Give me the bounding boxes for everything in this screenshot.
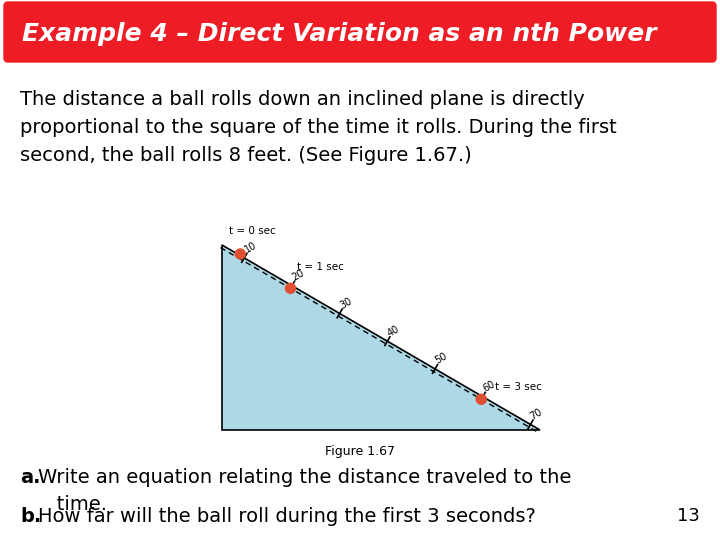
Text: 20: 20 [290, 268, 306, 283]
Text: t = 0 sec: t = 0 sec [229, 226, 276, 236]
Text: 13: 13 [677, 507, 700, 525]
Circle shape [285, 284, 295, 293]
Text: Write an equation relating the distance traveled to the
   time.: Write an equation relating the distance … [38, 468, 572, 514]
FancyBboxPatch shape [4, 2, 716, 62]
Text: b.: b. [20, 507, 41, 526]
Text: How far will the ball roll during the first 3 seconds?: How far will the ball roll during the fi… [38, 507, 536, 526]
Text: The distance a ball rolls down an inclined plane is directly
proportional to the: The distance a ball rolls down an inclin… [20, 90, 617, 165]
Text: t = 1 sec: t = 1 sec [297, 262, 344, 272]
Circle shape [476, 394, 486, 404]
Text: 30: 30 [338, 296, 354, 310]
Text: Figure 1.67: Figure 1.67 [325, 445, 395, 458]
Text: 70: 70 [528, 407, 544, 422]
Text: 40: 40 [386, 323, 401, 338]
Polygon shape [222, 245, 540, 430]
Text: t = 3 sec: t = 3 sec [495, 382, 541, 392]
Text: 60: 60 [481, 379, 497, 394]
Text: a.: a. [20, 468, 40, 487]
Circle shape [235, 249, 246, 259]
Text: 50: 50 [433, 351, 449, 366]
Text: 10: 10 [243, 240, 258, 255]
Text: Example 4 – Direct Variation as an nth Power: Example 4 – Direct Variation as an nth P… [22, 22, 657, 46]
